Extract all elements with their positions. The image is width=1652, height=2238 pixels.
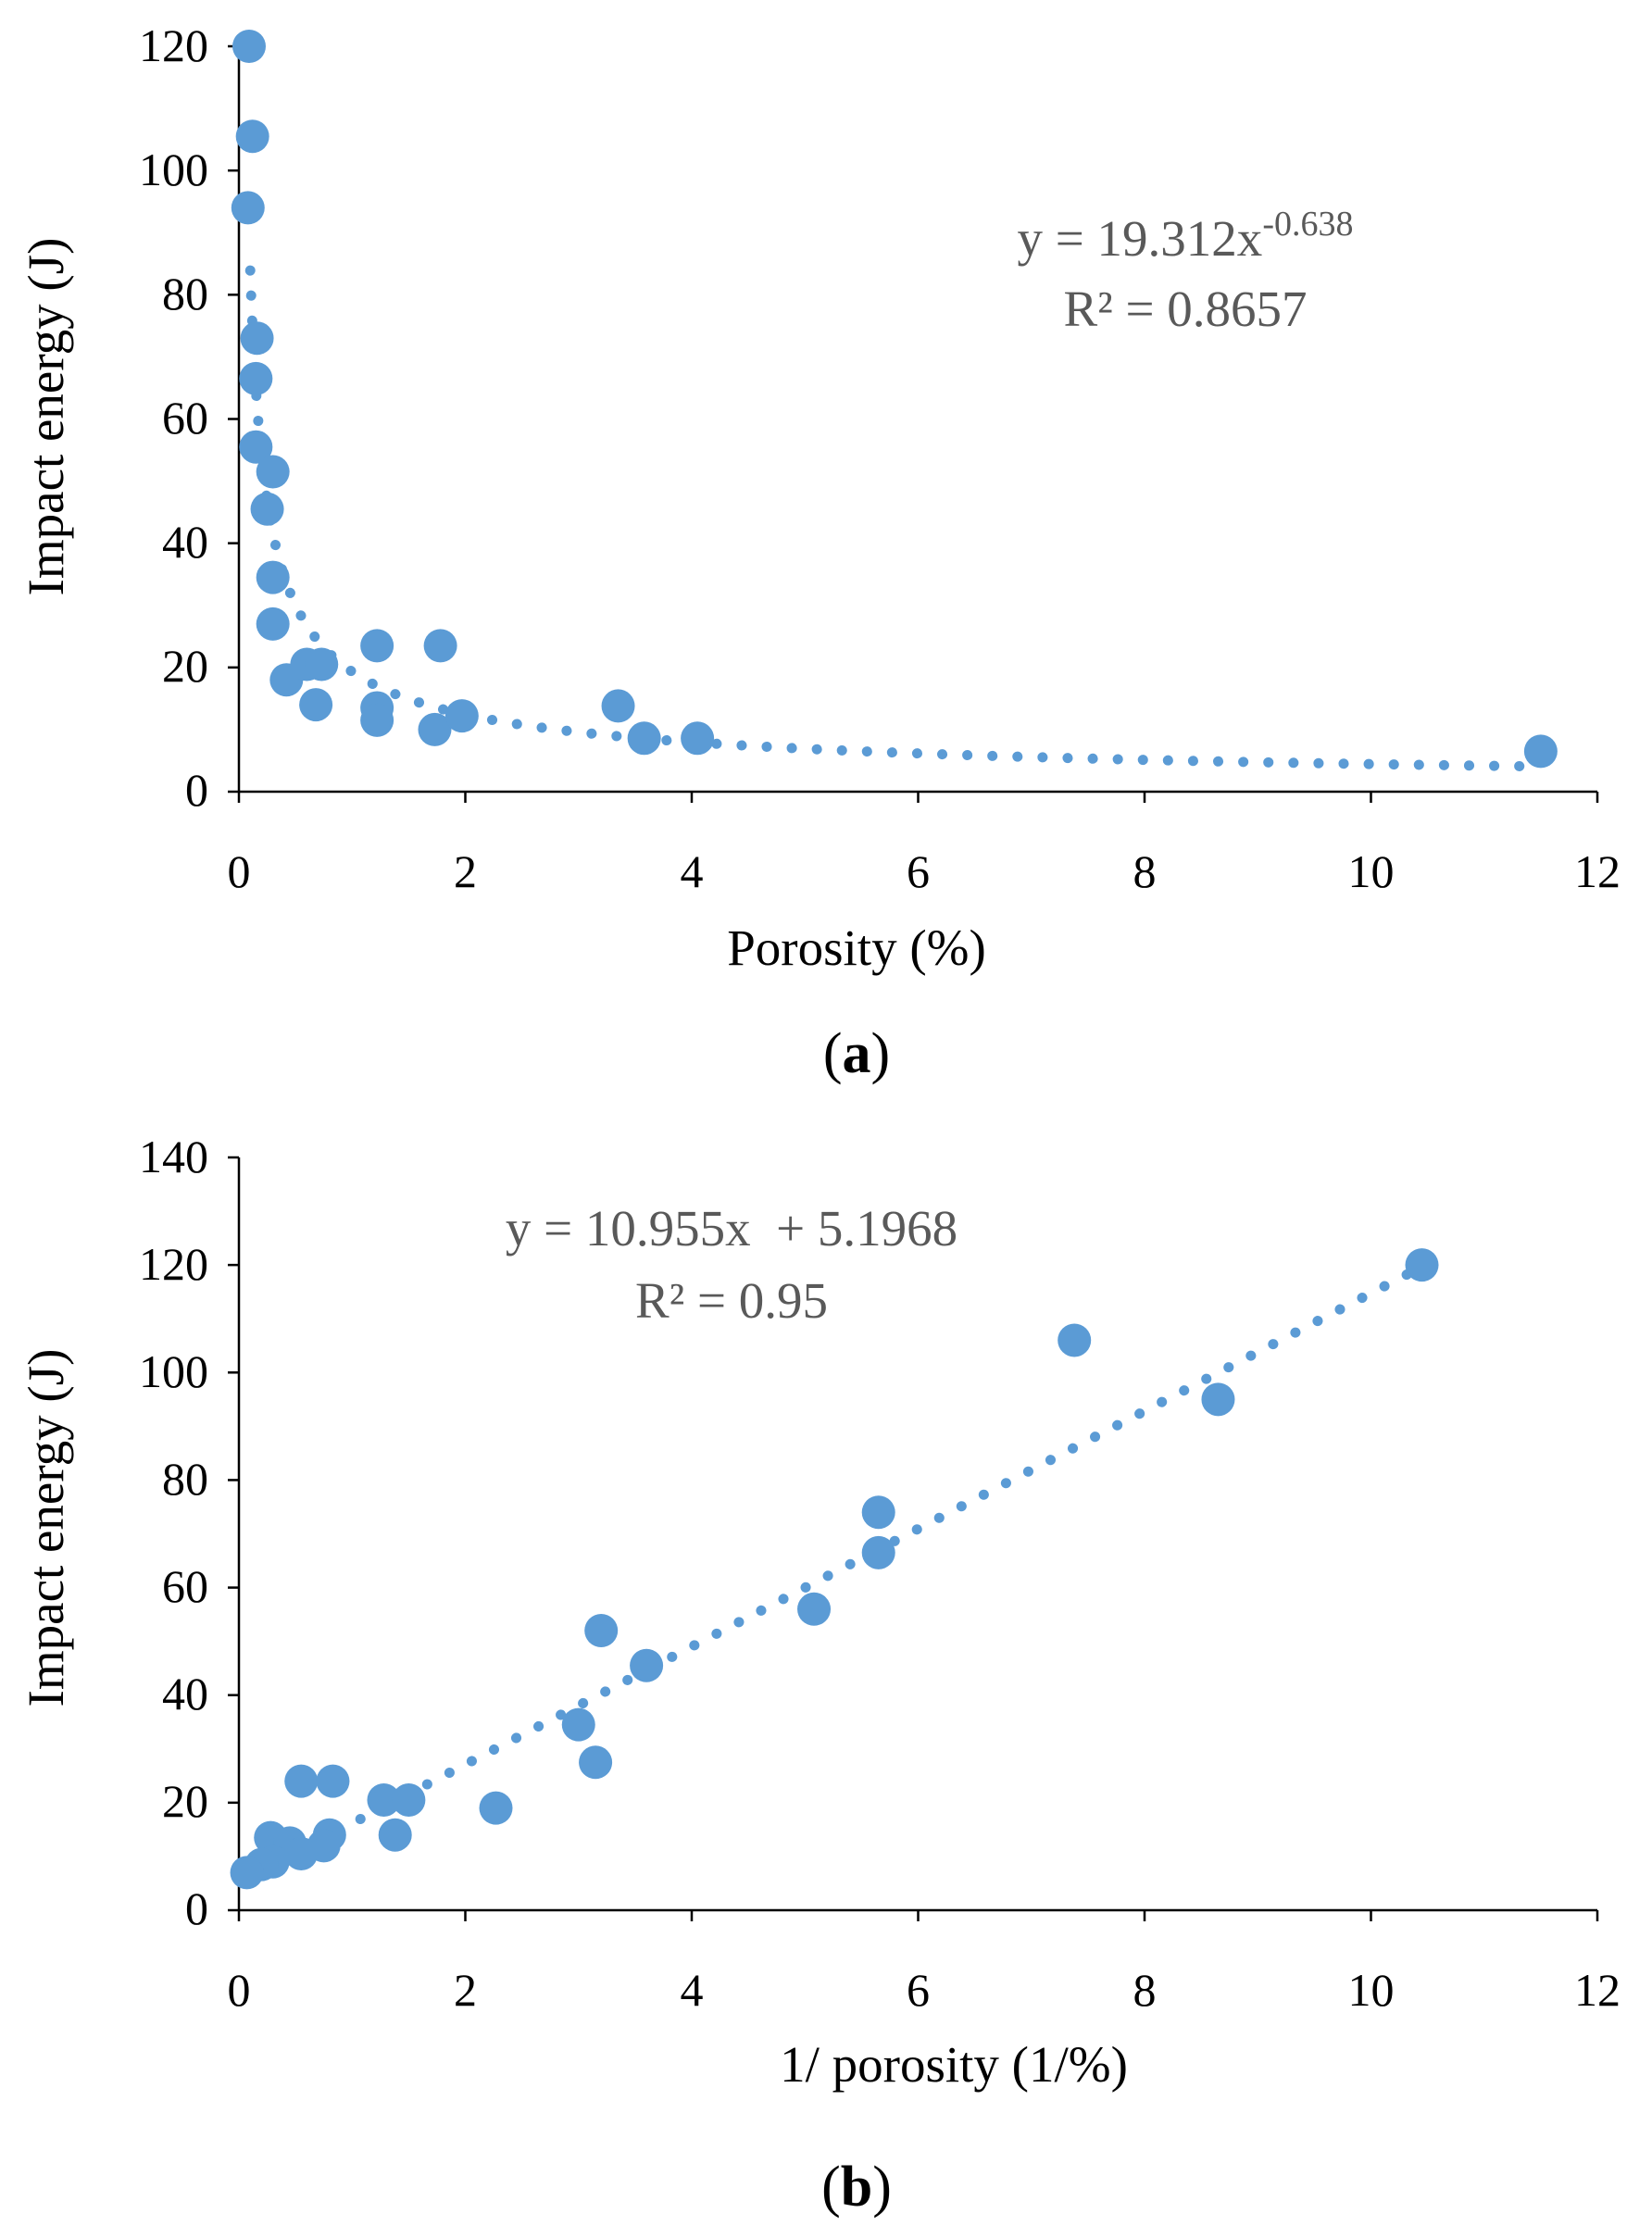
chart-a-y-tick-label: 0 [185,764,208,816]
chart-a-x-tick-label: 0 [228,845,251,897]
chart-a-equation-exponent: -0.638 [1262,205,1353,244]
data-point [230,1856,264,1890]
data-point [284,1837,319,1871]
data-point [584,1614,619,1648]
data-point [681,721,715,756]
chart-b-x-tick-labels: 0 2 4 6 8 10 12 [228,1964,1621,2016]
chart-a-x-tick-labels: 0 2 4 6 8 10 12 [228,845,1621,897]
chart-b-r-squared: R² = 0.95 [635,1272,828,1329]
chart-a-ticks [228,44,1599,803]
data-point [367,1782,401,1817]
chart-b-y-tick-label: 140 [139,1131,208,1182]
chart-a-panel-letter: a [843,1022,871,1085]
chart-a-x-tick-label: 10 [1348,845,1395,897]
chart-a-x-tick-label: 2 [454,845,477,897]
data-point [392,1782,426,1817]
chart-b-x-tick-label: 0 [228,1964,251,2016]
data-point [1405,1248,1439,1282]
data-point [1201,1382,1235,1417]
chart-a-y-tick-labels: 0 20 40 60 80 100 120 [139,19,208,816]
data-point [231,191,265,225]
chart-a-points [231,30,1558,769]
trendline-path [244,1258,1433,1882]
data-point [627,721,661,756]
data-point [239,361,273,395]
chart-b-y-tick-label: 0 [185,1882,208,1934]
data-point [418,712,452,746]
chart-a-equation: y = 19.312x-0.638 [1018,205,1354,267]
chart-a-trendline [244,265,1546,772]
data-point [630,1648,664,1682]
chart-a-x-tick-label: 12 [1574,845,1621,897]
data-point [316,1764,350,1798]
data-point [561,1707,595,1742]
chart-b-y-tick-label: 100 [139,1345,208,1397]
chart-b-trendline [244,1258,1433,1882]
chart-a-equation-base: y = 19.312x [1018,210,1263,267]
chart-b-panel-letter: b [841,2156,872,2219]
data-point [305,647,339,681]
chart-b: 0 20 40 60 80 100 120 140 0 2 4 6 8 10 1… [18,1131,1621,2219]
trendline-path [244,265,1546,772]
data-point [1058,1323,1092,1357]
chart-b-x-tick-label: 4 [681,1964,704,2016]
data-point [250,492,284,526]
data-point [360,703,394,737]
chart-b-y-tick-label: 60 [162,1560,208,1612]
chart-a-y-tick-label: 60 [162,392,208,444]
chart-a-y-tick-label: 20 [162,640,208,692]
chart-a-x-axis-title: Porosity (%) [727,919,986,976]
chart-a: 0 20 40 60 80 100 120 0 2 4 6 8 10 12 Po… [18,19,1621,1085]
chart-b-equation: y = 10.955x + 5.1968 [506,1200,957,1257]
data-point [256,606,290,641]
chart-b-y-tick-label: 40 [162,1668,208,1719]
chart-b-y-tick-label: 120 [139,1238,208,1290]
data-point [240,321,274,356]
chart-b-panel-label: (b) [821,2156,892,2219]
chart-b-x-axis-title: 1/ porosity (1/%) [780,2036,1128,2093]
data-point [579,1745,613,1780]
chart-b-x-tick-label: 6 [907,1964,930,2016]
chart-a-y-tick-label: 40 [162,516,208,568]
chart-a-y-tick-label: 100 [139,144,208,195]
data-point [256,455,290,489]
data-point [235,119,269,154]
chart-b-x-tick-label: 2 [454,1964,477,2016]
data-point [239,430,273,464]
chart-b-points [230,1248,1439,1890]
chart-a-x-tick-label: 4 [681,845,704,897]
data-point [232,30,267,63]
data-point [423,629,457,663]
chart-b-ticks [228,1156,1599,1921]
data-point [256,560,290,594]
chart-b-y-tick-label: 80 [162,1453,208,1505]
chart-a-y-axis-title: Impact energy (J) [18,238,74,596]
chart-a-x-tick-label: 8 [1133,845,1157,897]
data-point [444,699,479,733]
chart-a-x-tick-label: 6 [907,845,930,897]
chart-b-y-tick-label: 20 [162,1775,208,1827]
data-point [601,689,635,723]
data-point [360,629,394,663]
chart-b-x-tick-label: 10 [1348,1964,1395,2016]
chart-b-x-tick-label: 8 [1133,1964,1157,2016]
data-point [861,1495,895,1530]
chart-a-y-tick-label: 120 [139,19,208,71]
data-point [1523,734,1558,769]
chart-a-panel-label: (a) [823,1022,890,1085]
data-point [797,1592,832,1626]
data-point [299,688,333,722]
data-point [479,1791,513,1825]
chart-b-y-tick-labels: 0 20 40 60 80 100 120 140 [139,1131,208,1934]
chart-b-x-tick-label: 12 [1574,1964,1621,2016]
chart-a-y-tick-label: 80 [162,268,208,319]
chart-a-r-squared: R² = 0.8657 [1064,281,1308,337]
data-point [378,1818,412,1852]
chart-b-y-axis-title: Impact energy (J) [18,1349,74,1707]
data-point [284,1764,319,1798]
data-point [861,1535,895,1569]
